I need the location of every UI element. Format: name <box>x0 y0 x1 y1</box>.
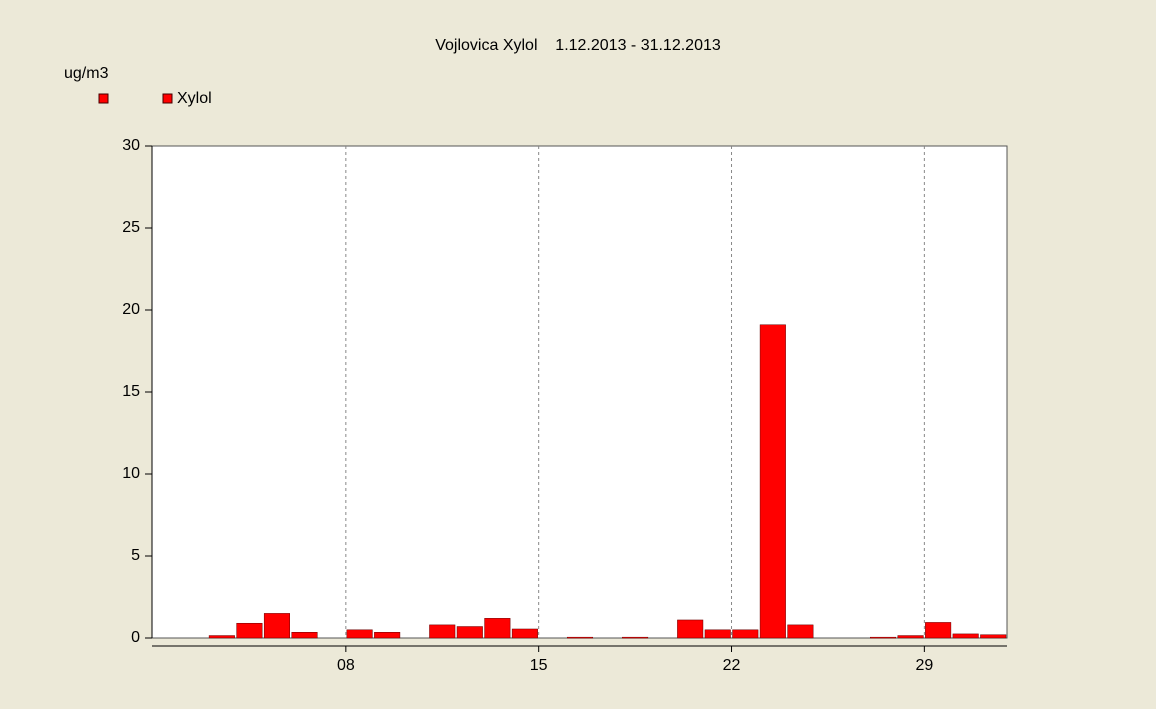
legend-swatch <box>162 93 173 104</box>
plot-area <box>151 145 1008 639</box>
x-tick-label: 29 <box>915 657 933 674</box>
bar <box>236 622 263 639</box>
bar <box>952 633 979 639</box>
bar <box>759 324 786 639</box>
bar <box>456 626 483 639</box>
bar <box>374 632 401 639</box>
bar <box>677 619 704 639</box>
legend-swatch <box>98 93 109 104</box>
y-tick-label: 15 <box>122 383 140 400</box>
bar <box>263 613 290 639</box>
y-tick-label: 5 <box>131 547 140 564</box>
y-tick-label: 20 <box>122 301 140 318</box>
y-tick-label: 0 <box>131 629 140 646</box>
chart-title: Vojlovica Xylol 1.12.2013 - 31.12.2013 <box>435 37 721 54</box>
bar <box>511 628 538 639</box>
bar <box>787 624 814 639</box>
bar <box>346 629 373 639</box>
y-tick-label: 25 <box>122 219 140 236</box>
y-tick-label: 10 <box>122 465 140 482</box>
bar <box>870 636 897 639</box>
bar <box>566 636 594 639</box>
bar <box>484 618 511 639</box>
bar <box>732 629 759 639</box>
bar <box>704 629 731 639</box>
bar <box>925 622 952 639</box>
legend-label: Xylol <box>177 90 212 107</box>
x-tick-label: 15 <box>530 657 548 674</box>
bar <box>208 635 235 639</box>
bar <box>622 636 649 639</box>
x-tick-label: 22 <box>723 657 741 674</box>
x-tick-label: 08 <box>337 657 355 674</box>
bar <box>429 624 456 639</box>
bar <box>897 635 924 639</box>
y-axis-label: ug/m3 <box>64 65 109 82</box>
bar <box>980 634 1007 639</box>
y-tick-label: 30 <box>122 137 140 154</box>
bar <box>291 632 318 639</box>
